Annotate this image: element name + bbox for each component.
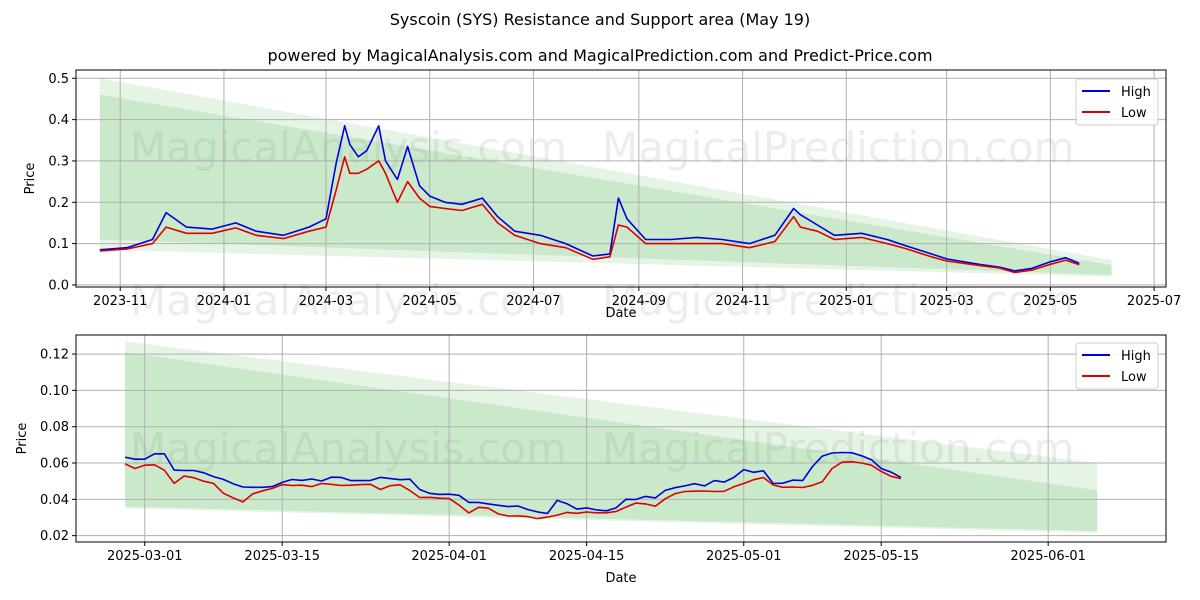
chart-1: MagicalAnalysis.com MagicalPrediction.com… [23,69,1181,325]
chart-title: Syscoin (SYS) Resistance and Support are… [389,10,811,29]
x-tick-label: 2025-05-15 [843,549,919,564]
x-tick-label: 2025-07 [1127,294,1181,309]
x-tick-label: 2025-03-15 [244,549,320,564]
y-tick-label: 0.0 [48,278,69,293]
x-tick-label: 2025-05 [1023,294,1077,309]
legend-label-low: Low [1121,370,1147,385]
x-axis-label: Date [605,306,636,321]
watermark-text: MagicalAnalysis.com [130,276,567,325]
legend-label-high: High [1121,349,1151,364]
x-axis-label: Date [605,571,636,586]
x-tick-label: 2024-09 [612,294,666,309]
axes-frame [75,69,1167,288]
y-tick-label: 0.04 [40,493,69,508]
y-tick-label: 0.5 [48,72,69,87]
legend-label-high: High [1121,85,1151,100]
x-tick-label: 2023-11 [93,294,147,309]
x-tick-label: 2024-05 [403,294,457,309]
x-tick-label: 2025-06-01 [1010,549,1086,564]
series-line-low [124,460,902,520]
y-axis-label: Price [23,163,38,195]
axes-frame [75,334,1167,543]
y-axis-label: Price [15,423,30,455]
resistance-support-band-outer [99,78,1112,277]
y-tick-label: 0.12 [40,348,69,363]
legend-label-low: Low [1121,106,1147,121]
series-line-low [99,156,1080,274]
x-tick-label: 2024-03 [299,294,353,309]
legend: High Low [1075,342,1159,390]
y-tick-label: 0.08 [40,420,69,435]
y-tick-label: 0.3 [48,154,69,169]
watermark-text: MagicalPrediction.com [602,276,1075,325]
x-tick-label: 2025-03 [919,294,973,309]
watermark-text: MagicalPrediction.com [602,123,1075,172]
chart-subtitle: powered by MagicalAnalysis.com and Magic… [267,46,933,65]
series-line-high [99,125,1080,272]
chart-2: MagicalAnalysis.com MagicalPrediction.com… [15,334,1167,586]
x-tick-label: 2024-07 [506,294,560,309]
x-tick-label: 2025-03-01 [107,549,183,564]
watermark-text: MagicalAnalysis.com [130,424,567,473]
x-tick-label: 2024-01 [197,294,251,309]
x-tick-label: 2025-04-15 [549,549,625,564]
y-tick-label: 0.1 [48,237,69,252]
y-tick-label: 0.2 [48,196,69,211]
y-tick-label: 0.4 [48,113,69,128]
y-tick-label: 0.02 [40,529,69,544]
y-tick-label: 0.10 [40,384,69,399]
legend: High Low [1075,78,1159,126]
series-line-high [124,451,902,515]
y-tick-label: 0.06 [40,457,69,472]
resistance-support-band-inner [125,352,1098,532]
watermark-text: MagicalAnalysis.com [130,123,567,172]
resistance-support-band-inner [99,94,1112,276]
x-tick-label: 2025-05-01 [706,549,782,564]
x-tick-label: 2024-11 [715,294,769,309]
x-tick-label: 2025-04-01 [411,549,487,564]
x-tick-label: 2025-01 [819,294,873,309]
